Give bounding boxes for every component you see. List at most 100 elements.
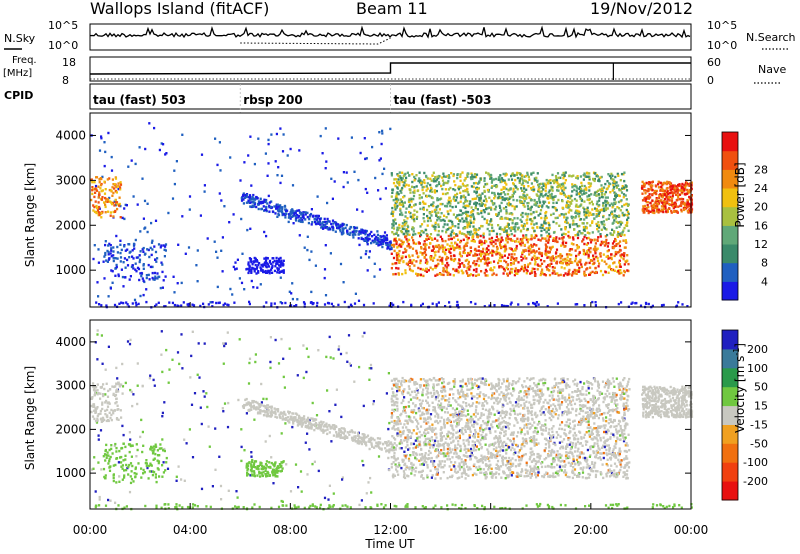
data-cell (124, 381, 127, 385)
data-cell (252, 401, 255, 404)
data-cell (392, 227, 396, 230)
data-cell (93, 195, 96, 199)
data-cell (492, 272, 495, 275)
data-cell (151, 276, 154, 280)
data-cell (468, 222, 471, 225)
data-cell (460, 195, 463, 198)
data-cell (420, 183, 423, 186)
data-cell (97, 261, 100, 264)
data-cell (480, 209, 483, 213)
colorbar-tick-label: 16 (754, 219, 768, 232)
data-cell (535, 234, 538, 238)
data-cell (105, 415, 108, 418)
data-cell (591, 270, 594, 274)
data-cell (389, 240, 392, 243)
data-cell (680, 191, 683, 195)
data-cell (142, 246, 145, 250)
data-cell (563, 216, 566, 219)
data-cell (554, 175, 558, 178)
data-cell (495, 185, 499, 188)
data-cell (412, 233, 415, 236)
data-cell (283, 386, 286, 389)
data-cell (244, 404, 247, 407)
data-cell (408, 205, 411, 208)
data-cell (112, 392, 115, 396)
data-cell (235, 267, 238, 270)
data-cell (392, 210, 395, 214)
data-cell (623, 226, 626, 230)
data-cell (488, 237, 491, 241)
data-cell (160, 330, 163, 333)
data-cell (335, 425, 338, 429)
data-cell (501, 217, 504, 220)
data-cell (510, 178, 514, 181)
data-cell (545, 227, 548, 230)
data-cell (248, 361, 251, 365)
data-cell (399, 198, 402, 201)
data-cell (431, 268, 434, 271)
data-cell (491, 269, 494, 272)
data-cell (434, 175, 437, 179)
data-cell (664, 200, 667, 204)
data-cell (567, 204, 570, 207)
data-cell (256, 412, 260, 415)
data-cell (395, 197, 398, 201)
data-cell (494, 195, 497, 198)
data-cell (135, 303, 138, 307)
data-cell (430, 256, 433, 260)
data-cell (548, 263, 551, 266)
data-cell (182, 301, 185, 304)
data-cell (462, 194, 465, 197)
data-cell (98, 191, 101, 194)
data-cell (603, 227, 606, 230)
data-cell (616, 233, 619, 237)
data-cell (273, 302, 276, 305)
data-cell (383, 231, 387, 234)
data-cell (333, 180, 336, 183)
data-cell (157, 275, 160, 278)
data-cell (665, 187, 668, 190)
data-cell (366, 191, 369, 194)
data-cell (132, 195, 135, 198)
data-cell (509, 303, 512, 306)
data-cell (472, 261, 475, 265)
data-cell (525, 197, 528, 200)
data-cell (102, 467, 106, 471)
data-cell (545, 178, 548, 182)
data-cell (456, 214, 459, 217)
data-cell (264, 257, 268, 260)
data-cell (562, 232, 565, 235)
data-cell (252, 193, 255, 197)
data-cell (203, 395, 206, 398)
data-cell (438, 182, 441, 186)
data-cell (526, 265, 529, 268)
data-cell (459, 179, 462, 182)
data-cell (337, 345, 341, 348)
data-cell (286, 419, 290, 423)
data-cell (435, 303, 438, 306)
data-cell (132, 393, 135, 396)
data-cell (202, 390, 205, 393)
data-cell (475, 270, 478, 273)
data-cell (142, 279, 145, 282)
data-cell (623, 203, 626, 207)
data-cell (517, 269, 520, 272)
data-cell (560, 261, 563, 265)
data-cell (466, 238, 469, 241)
data-cell (134, 301, 137, 304)
data-cell (380, 235, 383, 238)
data-cell (395, 258, 399, 262)
data-cell (446, 273, 449, 276)
data-cell (325, 221, 329, 225)
data-cell (94, 391, 97, 394)
frequency-trace (89, 62, 691, 80)
data-cell (562, 240, 565, 243)
data-cell (152, 378, 155, 382)
data-cell (413, 213, 416, 216)
data-cell (499, 206, 502, 209)
data-cell (441, 250, 445, 253)
data-cell (494, 177, 498, 181)
data-cell (483, 255, 486, 258)
data-cell (533, 263, 537, 266)
data-cell (583, 210, 586, 214)
